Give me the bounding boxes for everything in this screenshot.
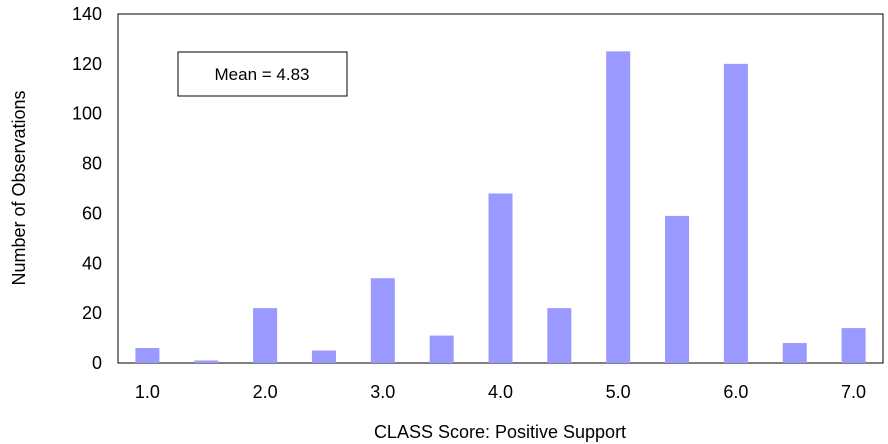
bar <box>430 336 454 363</box>
x-tick-label: 5.0 <box>606 382 631 402</box>
x-tick-label: 6.0 <box>723 382 748 402</box>
bar <box>371 278 395 363</box>
bar <box>724 64 748 363</box>
bar <box>783 343 807 363</box>
bar <box>135 348 159 363</box>
bar <box>312 351 336 363</box>
bar <box>547 308 571 363</box>
y-tick-label: 60 <box>82 203 102 223</box>
x-axis-label: CLASS Score: Positive Support <box>374 422 626 442</box>
y-ticks-group: 0 20 40 60 80 100 120 140 <box>72 4 102 373</box>
bar <box>842 328 866 363</box>
x-tick-label: 3.0 <box>370 382 395 402</box>
y-tick-label: 80 <box>82 154 102 174</box>
y-tick-label: 20 <box>82 303 102 323</box>
y-tick-label: 40 <box>82 253 102 273</box>
y-tick-label: 120 <box>72 54 102 74</box>
bars-group <box>135 51 865 363</box>
x-tick-label: 4.0 <box>488 382 513 402</box>
bar <box>194 361 218 363</box>
y-tick-label: 0 <box>92 353 102 373</box>
x-ticks-group: 1.0 2.0 3.0 4.0 5.0 6.0 7.0 <box>135 382 866 402</box>
y-tick-label: 140 <box>72 4 102 24</box>
bar <box>665 216 689 363</box>
y-tick-label: 100 <box>72 104 102 124</box>
bar <box>489 193 513 363</box>
y-axis-label: Number of Observations <box>9 90 29 285</box>
mean-annotation: Mean = 4.83 <box>215 65 310 84</box>
x-tick-label: 2.0 <box>253 382 278 402</box>
bar <box>606 51 630 363</box>
x-tick-label: 1.0 <box>135 382 160 402</box>
x-tick-label: 7.0 <box>841 382 866 402</box>
bar <box>253 308 277 363</box>
